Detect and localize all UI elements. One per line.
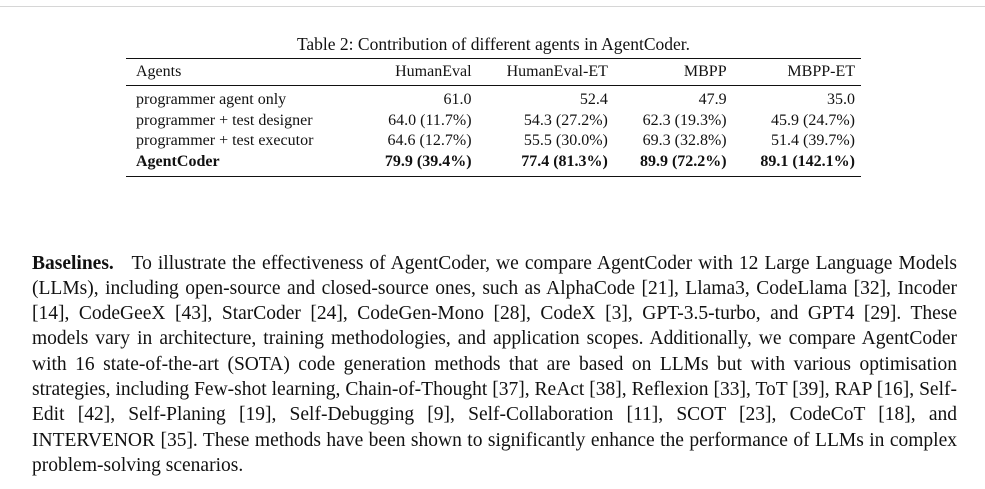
cell-humaneval-et: 77.4 (81.3%): [477, 151, 614, 177]
table-header-row: Agents HumanEval HumanEval-ET MBPP MBPP-…: [126, 58, 861, 86]
row-agent: programmer + test executor: [136, 132, 314, 150]
top-divider: [0, 6, 985, 7]
table-caption: Table 2: Contribution of different agent…: [296, 34, 691, 54]
cell-humaneval-et: 54.3 (27.2%): [523, 111, 608, 129]
cell-mbpp: 62.3 (19.3%): [642, 111, 727, 129]
cell-humaneval-et: 52.4: [579, 91, 608, 109]
cell-humaneval: 79.9 (39.4%): [358, 151, 478, 177]
cell-mbpp-et: 45.9 (24.7%): [771, 111, 855, 129]
row-agent: programmer + test designer: [136, 111, 313, 129]
cell-mbpp-et: 89.1 (142.1%): [732, 151, 861, 177]
paragraph-body: To illustrate the effectiveness of Agent…: [32, 252, 957, 476]
row-agent: AgentCoder: [126, 151, 359, 177]
cell-humaneval: 64.6 (12.7%): [387, 132, 472, 150]
row-agent: programmer agent only: [136, 91, 287, 109]
cell-mbpp-et: 51.4 (39.7%): [771, 132, 855, 150]
cell-mbpp: 47.9: [698, 91, 727, 109]
cell-mbpp: 69.3 (32.8%): [642, 132, 727, 150]
cell-mbpp-et: 35.0: [827, 91, 855, 109]
paragraph-heading: Baselines.: [32, 252, 114, 274]
results-table: Agents HumanEval HumanEval-ET MBPP MBPP-…: [126, 58, 861, 177]
table-row: programmer agent only 61.0 52.4 47.9 35.…: [126, 86, 861, 111]
header-humaneval: HumanEval: [358, 58, 478, 86]
table-row: programmer + test executor 64.6 (12.7%) …: [126, 131, 861, 152]
header-humaneval-et: HumanEval-ET: [477, 58, 614, 86]
cell-humaneval-et: 55.5 (30.0%): [523, 132, 608, 150]
table-row: programmer + test designer 64.0 (11.7%) …: [126, 111, 861, 132]
header-mbpp: MBPP: [613, 58, 733, 86]
baselines-paragraph: Baselines. To illustrate the effectivene…: [32, 251, 957, 479]
header-mbpp-et: MBPP-ET: [732, 58, 861, 86]
table-row-agentcoder: AgentCoder 79.9 (39.4%) 77.4 (81.3%) 89.…: [126, 151, 861, 177]
cell-humaneval: 61.0: [443, 91, 472, 109]
header-agents: Agents: [126, 58, 359, 86]
cell-humaneval: 64.0 (11.7%): [388, 111, 472, 129]
cell-mbpp: 89.9 (72.2%): [613, 151, 733, 177]
